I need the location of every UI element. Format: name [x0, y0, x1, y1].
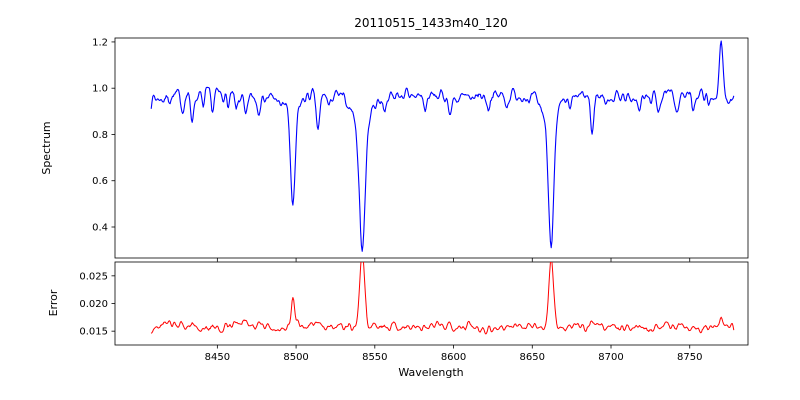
x-tick-label: 8450	[205, 352, 230, 363]
x-axis-label: Wavelength	[398, 366, 463, 379]
x-tick-label: 8500	[283, 352, 308, 363]
y-tick-label: 0.8	[92, 130, 108, 141]
y-axis-label-spectrum: Spectrum	[40, 121, 53, 174]
plot-title: 20110515_1433m40_120	[354, 16, 507, 30]
y-tick-label: 0.025	[79, 271, 108, 282]
y-tick-label: 0.020	[79, 299, 108, 310]
error-line	[150, 262, 735, 335]
spectrum-line	[150, 40, 735, 252]
x-tick-label: 8650	[520, 352, 545, 363]
y-axis-label-error: Error	[47, 289, 60, 316]
x-tick-label: 8700	[598, 352, 623, 363]
y-tick-label: 0.015	[79, 327, 108, 338]
x-tick-label: 8550	[362, 352, 387, 363]
y-tick-label: 1.2	[92, 37, 108, 48]
axes-box-spectrum	[114, 37, 749, 259]
y-tick-label: 0.6	[92, 176, 108, 187]
data-layer	[150, 40, 735, 335]
x-tick-label: 8750	[677, 352, 702, 363]
y-tick-label: 1.0	[92, 84, 108, 95]
x-tick-label: 8600	[441, 352, 466, 363]
y-tick-label: 0.4	[92, 223, 108, 234]
axes-box-error	[114, 261, 749, 346]
axes-layer: 0.4 0.6 0.8 1.0 1.2 0.015 0.020 0.025 8450 8500 85…	[79, 37, 749, 363]
